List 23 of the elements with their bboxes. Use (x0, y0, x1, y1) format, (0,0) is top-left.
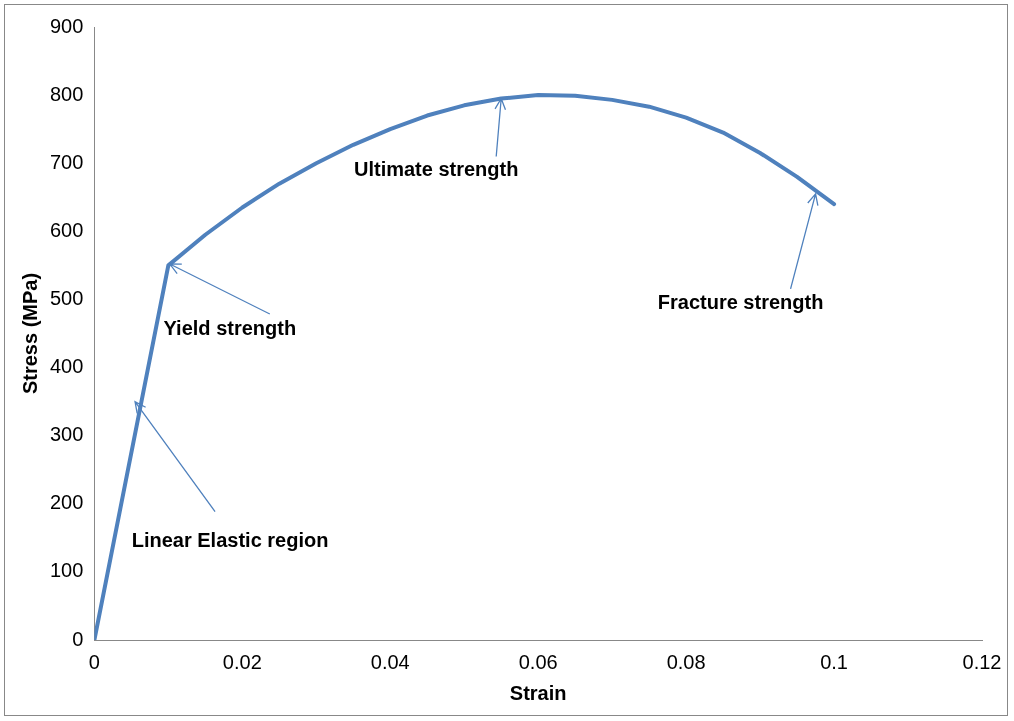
y-tick-label: 700 (49, 150, 84, 173)
y-tick-label: 0 (72, 627, 84, 650)
x-tick-label: 0.12 (962, 650, 1002, 673)
x-tick-label: 0.08 (666, 650, 706, 673)
x-axis-title: Strain (509, 681, 567, 704)
annotation: Ultimate strength (353, 158, 519, 181)
annotation: Linear Elastic region (131, 529, 329, 552)
y-tick-label: 900 (49, 14, 84, 37)
x-tick-label: 0 (88, 650, 100, 673)
annotation: Yield strength (163, 316, 297, 339)
y-tick-label: 100 (49, 559, 84, 582)
y-tick-label: 400 (49, 355, 84, 378)
x-tick-label: 0.04 (370, 650, 410, 673)
x-tick-label: 0.06 (518, 650, 558, 673)
y-tick-label: 200 (49, 491, 84, 514)
y-tick-label: 300 (49, 423, 84, 446)
y-tick-label: 500 (49, 286, 84, 309)
y-tick-label: 600 (49, 218, 84, 241)
y-axis-title: Stress (MPa) (18, 272, 41, 395)
y-tick-label: 800 (49, 82, 84, 105)
x-tick-label: 0.1 (820, 650, 848, 673)
annotation: Fracture strength (657, 291, 824, 314)
x-tick-label: 0.02 (222, 650, 262, 673)
